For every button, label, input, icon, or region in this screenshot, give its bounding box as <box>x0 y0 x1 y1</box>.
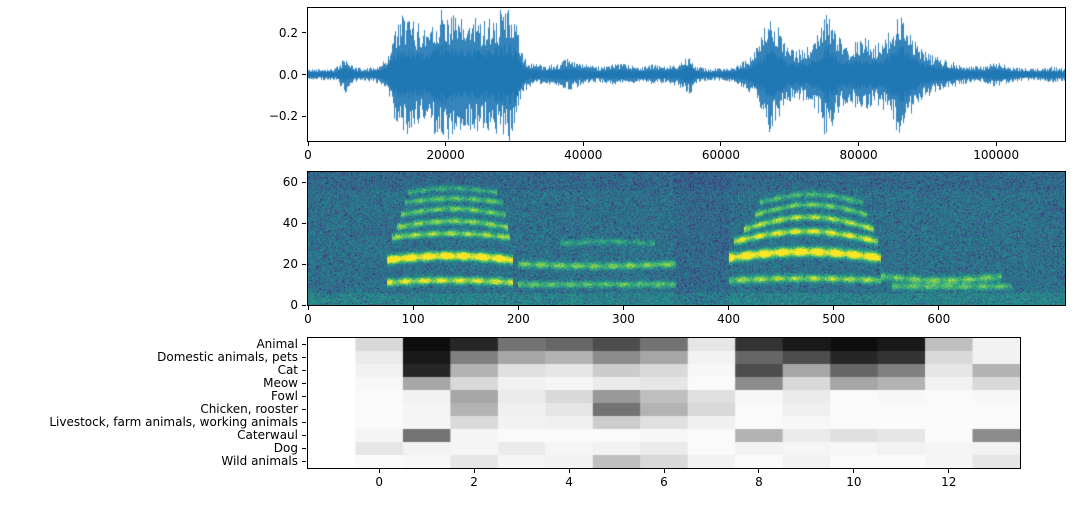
row-label: Fowl <box>271 389 298 403</box>
row-label: Livestock, farm animals, working animals <box>49 415 298 429</box>
row-label: Caterwaul <box>237 428 298 442</box>
row-label: Meow <box>263 376 298 390</box>
x-tick-label: 12 <box>941 475 957 489</box>
x-tick-mark <box>758 469 760 473</box>
x-tick-label: 0 <box>304 312 312 326</box>
x-tick-mark <box>663 469 665 473</box>
y-tick-mark <box>302 383 306 384</box>
x-tick-label: 80000 <box>839 148 878 162</box>
x-tick-label: 2 <box>470 475 478 489</box>
y-tick-mark <box>302 74 306 75</box>
row-label: Domestic animals, pets <box>157 350 298 364</box>
x-tick-label: 40000 <box>564 148 603 162</box>
x-tick-mark <box>853 469 855 473</box>
x-tick-mark <box>568 469 570 473</box>
waveform-axes <box>307 7 1066 142</box>
x-tick-mark <box>307 142 309 146</box>
x-tick-label: 20000 <box>426 148 465 162</box>
y-tick-mark <box>302 222 306 224</box>
y-tick-mark <box>302 32 306 34</box>
y-tick-mark <box>302 181 306 183</box>
waveform-plot-canvas <box>308 8 1065 141</box>
spectrogram-axes <box>307 171 1066 306</box>
y-tick-mark <box>302 357 306 358</box>
row-label: Cat <box>277 363 298 377</box>
x-tick-label: 300 <box>611 312 635 326</box>
y-tick-label: −0.2 <box>268 109 298 124</box>
y-tick-label: 0 <box>290 298 298 312</box>
x-tick-label: 400 <box>717 312 740 326</box>
x-tick-label: 0 <box>304 148 312 162</box>
y-tick-mark <box>302 422 306 423</box>
row-label: Animal <box>256 337 298 351</box>
x-tick-label: 60000 <box>701 148 740 162</box>
y-tick-mark <box>302 461 306 462</box>
x-tick-label: 500 <box>822 312 846 326</box>
row-label: Dog <box>273 441 298 455</box>
y-tick-label: 20 <box>282 257 298 272</box>
y-tick-mark <box>302 304 306 306</box>
spectrogram-plot-canvas <box>308 172 1065 305</box>
row-label: Wild animals <box>221 454 298 468</box>
x-tick-label: 4 <box>565 475 573 489</box>
y-tick-mark <box>302 409 306 410</box>
x-tick-label: 8 <box>755 475 763 489</box>
x-tick-label: 10 <box>846 475 862 489</box>
x-tick-mark <box>412 306 414 310</box>
y-tick-label: 0.2 <box>278 25 298 40</box>
y-tick-mark <box>302 115 306 117</box>
x-tick-mark <box>728 306 730 310</box>
x-tick-mark <box>582 142 584 146</box>
x-tick-mark <box>445 142 447 146</box>
x-tick-mark <box>720 142 722 146</box>
class-heatmap-plot-canvas <box>308 338 1020 468</box>
y-tick-mark <box>302 448 306 449</box>
x-tick-label: 0 <box>375 475 383 489</box>
x-tick-label: 100000 <box>973 148 1020 162</box>
x-tick-mark <box>473 469 475 473</box>
x-tick-label: 600 <box>927 312 951 326</box>
y-tick-mark <box>302 344 306 345</box>
y-tick-mark <box>302 435 306 436</box>
y-tick-mark <box>302 370 306 371</box>
x-tick-mark <box>938 306 940 310</box>
x-tick-mark <box>995 142 997 146</box>
x-tick-mark <box>833 306 835 310</box>
y-tick-label: 40 <box>282 216 298 231</box>
y-tick-mark <box>302 263 306 265</box>
x-tick-mark <box>307 306 309 310</box>
x-tick-mark <box>378 469 380 473</box>
y-tick-label: 60 <box>282 175 298 190</box>
x-tick-mark <box>517 306 519 310</box>
x-tick-mark <box>948 469 950 473</box>
x-tick-label: 100 <box>401 312 425 326</box>
class-heatmap-axes <box>307 337 1021 469</box>
x-tick-mark <box>858 142 860 146</box>
y-tick-mark <box>302 396 306 397</box>
x-tick-label: 6 <box>660 475 668 489</box>
y-tick-label: 0.0 <box>278 67 298 82</box>
x-tick-mark <box>622 306 624 310</box>
x-tick-label: 200 <box>506 312 530 326</box>
row-label: Chicken, rooster <box>200 402 298 416</box>
